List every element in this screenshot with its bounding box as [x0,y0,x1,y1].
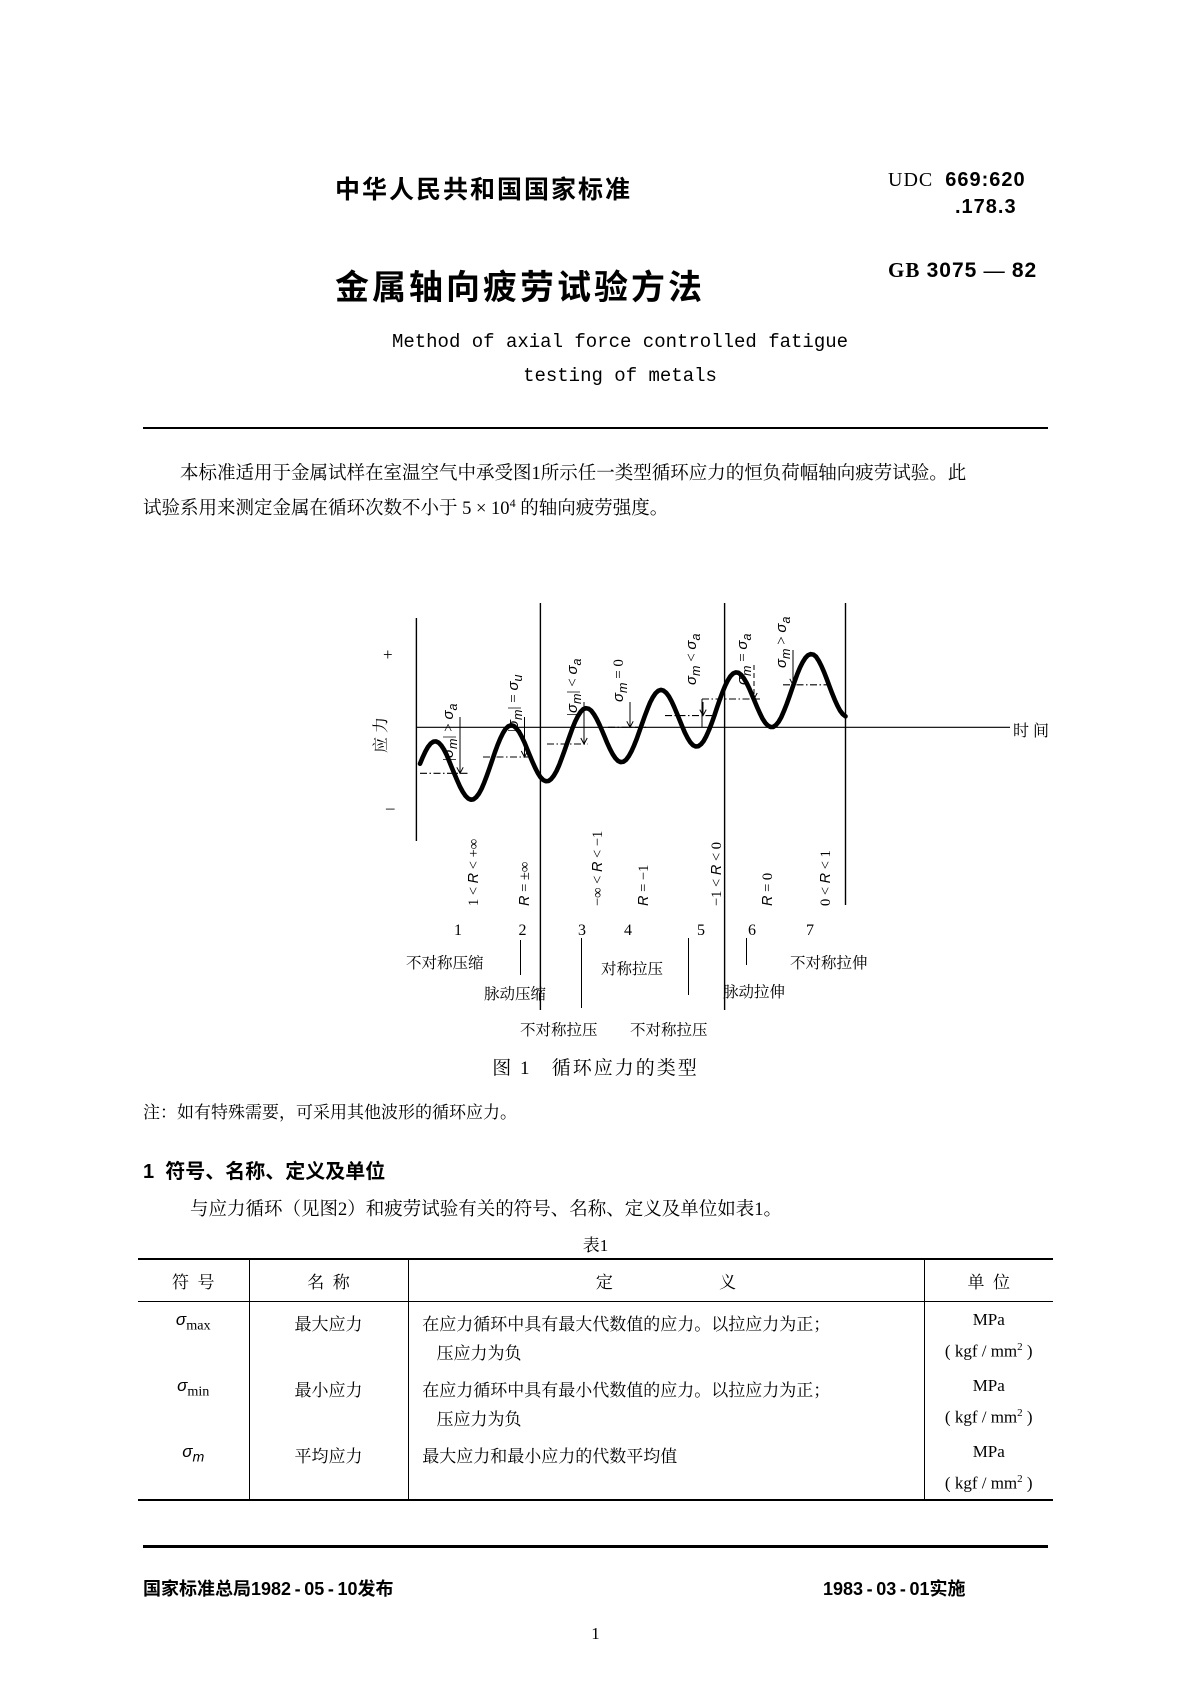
svg-text:+: + [383,645,393,664]
svg-text:–: – [385,798,395,817]
